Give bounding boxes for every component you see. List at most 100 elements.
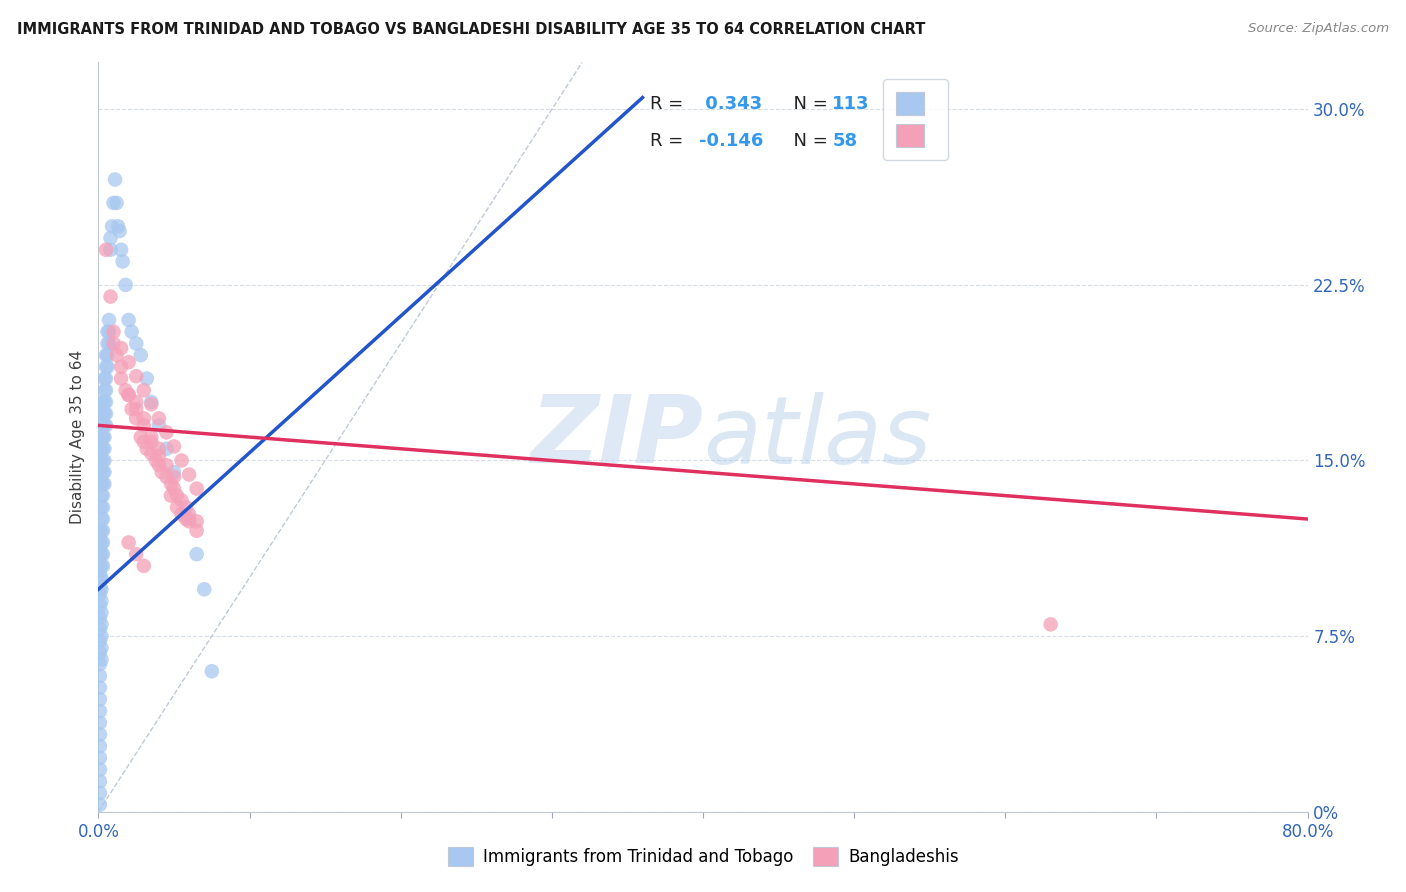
Point <box>103 195 125 210</box>
Point <box>91 395 114 409</box>
Point <box>118 535 141 549</box>
Point <box>91 524 114 538</box>
Point <box>103 336 125 351</box>
Point <box>98 313 121 327</box>
Point <box>108 224 131 238</box>
Point <box>89 528 111 542</box>
Point <box>89 535 111 549</box>
Point <box>163 440 186 453</box>
Point <box>89 564 111 578</box>
Point <box>193 582 215 597</box>
Point <box>148 449 170 463</box>
Point <box>91 512 114 526</box>
Point <box>114 384 136 398</box>
Point <box>90 547 112 561</box>
Point <box>1039 617 1062 632</box>
Point <box>132 384 155 398</box>
Point <box>90 476 112 491</box>
Point <box>94 243 117 257</box>
Point <box>98 325 121 339</box>
Point <box>94 395 117 409</box>
Point <box>148 442 170 456</box>
Point <box>89 571 111 585</box>
Point <box>94 407 117 421</box>
Point <box>179 508 201 522</box>
Point <box>125 411 148 425</box>
Point <box>105 348 128 362</box>
Point <box>93 442 115 456</box>
Point <box>125 336 148 351</box>
Point <box>100 243 122 257</box>
Point <box>90 489 112 503</box>
Point <box>96 325 118 339</box>
Point <box>141 397 163 411</box>
Point <box>96 336 118 351</box>
Point <box>93 407 115 421</box>
Point <box>90 629 112 643</box>
Point <box>90 640 112 655</box>
Point <box>166 489 188 503</box>
Point <box>89 763 111 777</box>
Text: N =: N = <box>782 132 834 150</box>
Legend: , : , <box>883 79 948 160</box>
Point <box>89 610 111 624</box>
Point <box>132 411 155 425</box>
Point <box>91 558 114 573</box>
Point <box>100 289 122 303</box>
Point <box>114 277 136 292</box>
Point <box>110 341 132 355</box>
Point <box>90 617 112 632</box>
Point <box>110 371 132 385</box>
Point <box>91 430 114 444</box>
Text: 58: 58 <box>832 132 858 150</box>
Point <box>110 359 132 374</box>
Point <box>89 646 111 660</box>
Text: Source: ZipAtlas.com: Source: ZipAtlas.com <box>1249 22 1389 36</box>
Point <box>90 453 112 467</box>
Point <box>90 594 112 608</box>
Point <box>118 388 141 402</box>
Point <box>132 418 155 433</box>
Point <box>100 231 122 245</box>
Point <box>155 458 177 473</box>
Point <box>150 465 173 479</box>
Point <box>163 482 186 496</box>
Point <box>89 681 111 695</box>
Point <box>101 219 124 234</box>
Point <box>201 664 224 679</box>
Point <box>174 500 197 515</box>
Point <box>90 652 112 666</box>
Text: 0.343: 0.343 <box>699 95 762 112</box>
Point <box>93 476 115 491</box>
Point <box>170 493 193 508</box>
Point <box>186 524 208 538</box>
Text: ZIP: ZIP <box>530 391 703 483</box>
Point <box>141 434 163 449</box>
Point <box>125 369 148 384</box>
Point <box>89 669 111 683</box>
Point <box>90 606 112 620</box>
Point <box>93 384 115 398</box>
Point <box>170 453 193 467</box>
Point <box>89 751 111 765</box>
Point <box>91 500 114 515</box>
Point <box>94 371 117 385</box>
Point <box>89 599 111 613</box>
Point <box>155 470 177 484</box>
Text: N =: N = <box>782 95 834 112</box>
Point <box>89 657 111 672</box>
Point <box>89 551 111 566</box>
Point <box>89 797 111 812</box>
Point <box>91 442 114 456</box>
Point <box>90 524 112 538</box>
Point <box>179 467 201 482</box>
Point <box>125 547 148 561</box>
Point <box>104 172 127 186</box>
Point <box>89 558 111 573</box>
Point <box>155 442 177 456</box>
Point <box>89 692 111 706</box>
Point <box>89 540 111 554</box>
Point <box>91 453 114 467</box>
Point <box>148 458 170 473</box>
Text: R =: R = <box>650 95 689 112</box>
